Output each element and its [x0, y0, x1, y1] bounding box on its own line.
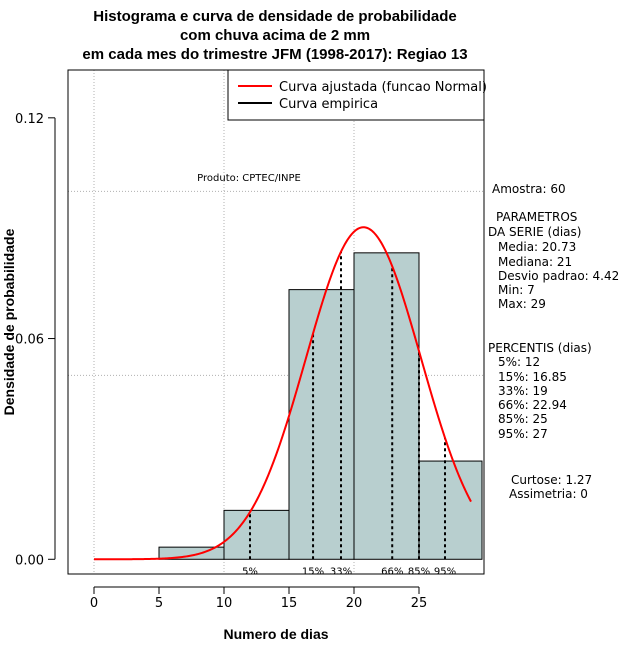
sample-size: Amostra: 60 — [492, 182, 566, 196]
legend-label-normal: Curva ajustada (funcao Normal) — [279, 80, 487, 95]
histogram-bar-3 — [353, 252, 420, 560]
param-sd: Desvio padrao: 4.42 — [498, 269, 619, 283]
y-axis-title: Densidade de probabilidade — [1, 228, 17, 415]
pct-85: 85%: 25 — [498, 412, 548, 426]
x-axis-title: Numero de dias — [223, 626, 328, 642]
params-title-2: DA SERIE (dias) — [488, 225, 581, 239]
x-tick-label-3: 15 — [281, 596, 298, 611]
credit-text: Produto: CPTEC/INPE — [197, 173, 301, 184]
skewness: Assimetria: 0 — [509, 487, 588, 501]
normal-curve-path — [94, 226, 472, 561]
title-line-1: Histograma e curva de densidade de proba… — [93, 8, 456, 25]
pct-05: 5%: 12 — [498, 355, 540, 369]
percentile-label-4: 85% — [408, 566, 430, 577]
chart-title: Histograma e curva de densidade de proba… — [82, 8, 467, 63]
x-tick-label-2: 10 — [216, 596, 233, 611]
pct-33: 33%: 19 — [498, 384, 548, 398]
legend: Curva ajustada (funcao Normal) Curva emp… — [227, 69, 487, 121]
percentile-lines: 5% 15% 33% 66% 85% 95% — [242, 251, 456, 577]
histogram-bar-2 — [288, 289, 355, 560]
pct-15: 15%: 16.85 — [498, 370, 567, 384]
histogram-bar-1 — [223, 509, 290, 560]
axes: 0 5 10 15 20 25 0.00 0.06 0.12 — [15, 112, 427, 611]
histogram-bars — [158, 252, 483, 560]
legend-box — [227, 69, 485, 121]
side-panel: Amostra: 60 PARAMETROS DA SERIE (dias) M… — [488, 182, 619, 501]
x-tick-label-5: 25 — [411, 596, 428, 611]
pct-95: 95%: 27 — [498, 427, 548, 441]
x-tick-label-4: 20 — [346, 596, 363, 611]
percentiles-title: PERCENTIS (dias) — [488, 341, 592, 355]
percentile-label-1: 15% — [302, 566, 324, 577]
normal-curve — [94, 226, 472, 561]
title-line-3: em cada mes do trimestre JFM (1998-2017)… — [82, 46, 467, 63]
percentile-label-2: 33% — [330, 566, 352, 577]
x-tick-label-0: 0 — [90, 596, 98, 611]
percentile-label-3: 66% — [381, 566, 403, 577]
param-median: Mediana: 21 — [498, 255, 572, 269]
legend-label-empirical: Curva empirica — [279, 97, 378, 112]
param-max: Max: 29 — [498, 297, 546, 311]
percentile-label-5: 95% — [434, 566, 456, 577]
kurtosis: Curtose: 1.27 — [511, 473, 592, 487]
y-tick-label-0: 0.00 — [15, 553, 44, 568]
param-min: Min: 7 — [498, 283, 535, 297]
y-tick-label-2: 0.12 — [15, 112, 44, 127]
percentile-label-0: 5% — [242, 566, 258, 577]
histogram-bar-4 — [418, 460, 483, 560]
title-line-2: com chuva acima de 2 mm — [180, 27, 370, 44]
x-tick-label-1: 5 — [155, 596, 163, 611]
pct-66: 66%: 22.94 — [498, 398, 567, 412]
params-title-1: PARAMETROS — [496, 210, 577, 224]
param-mean: Media: 20.73 — [498, 240, 576, 254]
y-tick-label-1: 0.06 — [15, 333, 44, 348]
